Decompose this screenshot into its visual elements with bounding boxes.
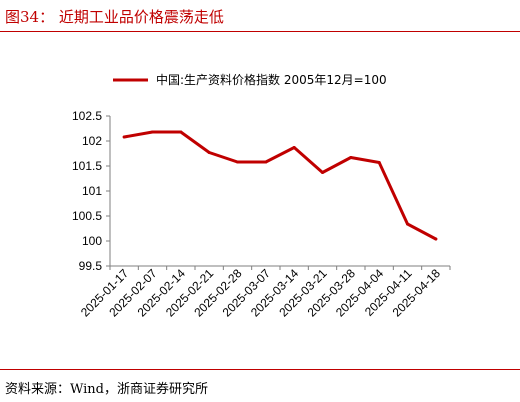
source-note: 资料来源：Wind，浙商证券研究所 (5, 382, 208, 397)
source-rule (0, 369, 520, 370)
data-point (434, 237, 438, 241)
series-line (122, 130, 438, 241)
y-tick-label: 100.5 (72, 209, 102, 223)
data-point (377, 161, 381, 164)
data-point (264, 160, 268, 164)
y-tick-label: 101 (82, 184, 102, 198)
line-chart: 中国:生产资料价格指数 2005年12月=100 99.5 100 100.5 101 1… (72, 72, 451, 320)
y-tick-label: 99.5 (79, 259, 103, 273)
figure-title: 图34： 近期工业品价格震荡走低 (5, 6, 224, 27)
data-point (321, 171, 324, 174)
figure-label: 图34： (5, 8, 55, 26)
y-tick-label: 102.5 (72, 109, 102, 123)
y-tick-label: 101.5 (72, 159, 102, 173)
title-bar: 图34： 近期工业品价格震荡走低 (0, 0, 520, 34)
data-point (406, 222, 409, 226)
data-point (292, 146, 296, 149)
data-point (207, 151, 211, 154)
data-point (151, 130, 154, 134)
title-rule (0, 31, 520, 32)
data-point (236, 160, 239, 164)
y-tick-label: 100 (82, 234, 102, 248)
data-point (179, 130, 183, 134)
data-point (349, 156, 353, 159)
y-tick-label: 102 (82, 134, 102, 148)
data-point (122, 135, 126, 139)
legend-label: 中国:生产资料价格指数 2005年12月=100 (156, 72, 387, 87)
figure-title-text: 近期工业品价格震荡走低 (58, 8, 224, 26)
